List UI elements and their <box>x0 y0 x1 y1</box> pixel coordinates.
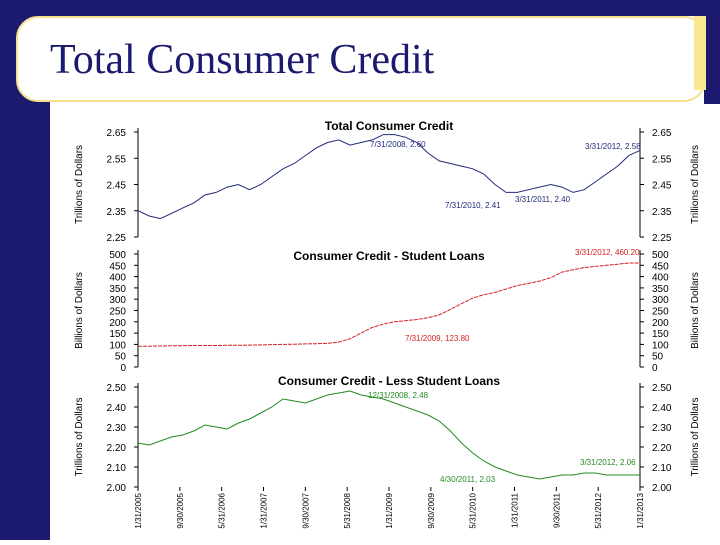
ytick-right-2-5: 2.00 <box>652 483 672 494</box>
series-line-1 <box>138 262 640 347</box>
ytick-left-0-0: 2.65 <box>107 128 127 139</box>
ytick-left-1-4: 300 <box>109 295 126 306</box>
xtick-label-1: 9/30/2005 <box>176 492 185 528</box>
xtick-label-10: 9/30/2011 <box>552 492 561 528</box>
ytick-right-0-1: 2.55 <box>652 154 672 165</box>
ytick-left-1-8: 100 <box>109 340 126 351</box>
ytick-right-1-2: 400 <box>652 273 669 284</box>
ytick-left-1-9: 50 <box>115 352 127 363</box>
ytick-right-1-3: 350 <box>652 284 669 295</box>
ytick-left-2-0: 2.50 <box>107 383 127 394</box>
ytick-right-1-9: 50 <box>652 352 664 363</box>
ytick-left-2-2: 2.30 <box>107 423 127 434</box>
xtick-label-9: 1/31/2011 <box>511 492 520 528</box>
ytick-right-1-4: 300 <box>652 295 669 306</box>
ytick-left-1-10: 0 <box>120 363 126 374</box>
ytick-right-1-7: 150 <box>652 329 669 340</box>
annotation-0-3: 3/31/2011, 2.40 <box>515 195 571 204</box>
ytick-left-0-1: 2.55 <box>107 154 127 165</box>
ytick-right-0-4: 2.25 <box>652 233 672 244</box>
ylabel-left-2: Trillions of Dollars <box>74 397 85 476</box>
ytick-left-1-0: 500 <box>109 250 126 261</box>
annotation-2-0: 12/31/2008, 2.48 <box>368 391 429 400</box>
ytick-left-0-3: 2.35 <box>107 207 127 218</box>
ylabel-right-1: Billions of Dollars <box>690 272 701 349</box>
ytick-left-2-1: 2.40 <box>107 403 127 414</box>
chart-title-2: Consumer Credit - Less Student Loans <box>278 374 500 388</box>
ytick-right-0-0: 2.65 <box>652 128 672 139</box>
ytick-left-0-2: 2.45 <box>107 181 127 192</box>
ytick-right-1-10: 0 <box>652 363 658 374</box>
ytick-right-2-2: 2.30 <box>652 423 672 434</box>
ytick-right-0-3: 2.35 <box>652 207 672 218</box>
xtick-label-8: 5/31/2010 <box>469 492 478 528</box>
series-line-2 <box>137 390 640 480</box>
ytick-right-2-1: 2.40 <box>652 403 672 414</box>
ytick-left-1-1: 450 <box>109 261 126 272</box>
charts-svg: Total Consumer Credit 2.65 2.65 2.55 2.55 2.4… <box>74 119 701 529</box>
ylabel-right-2: Trillions of Dollars <box>690 397 701 476</box>
slide-right-bar <box>704 0 720 106</box>
xtick-label-7: 9/30/2009 <box>427 492 436 528</box>
annotation-1-1: 7/31/2009, 123.80 <box>405 334 470 343</box>
ytick-right-1-8: 100 <box>652 340 669 351</box>
annotation-2-2: 3/31/2012, 2.06 <box>580 458 636 467</box>
ytick-left-1-2: 400 <box>109 273 126 284</box>
ytick-right-1-0: 500 <box>652 250 669 261</box>
xtick-label-6: 1/31/2009 <box>385 492 394 528</box>
annotation-2-1: 4/30/2011, 2.03 <box>440 475 496 484</box>
xtick-label-4: 9/30/2007 <box>301 492 310 528</box>
chart-title-1: Consumer Credit - Student Loans <box>293 249 485 263</box>
ylabel-right-0: Trillions of Dollars <box>690 145 701 224</box>
title-frame <box>16 16 706 102</box>
chart-area: Total Consumer Credit 2.65 2.65 2.55 2.55 2.4… <box>50 104 720 540</box>
ytick-right-1-1: 450 <box>652 261 669 272</box>
ytick-right-0-2: 2.45 <box>652 181 672 192</box>
xtick-label-12: 1/31/2013 <box>636 492 645 528</box>
slide-title: Total Consumer Credit <box>50 37 435 83</box>
ytick-right-2-3: 2.20 <box>652 443 672 454</box>
ytick-left-1-7: 150 <box>109 329 126 340</box>
ytick-left-0-4: 2.25 <box>107 233 127 244</box>
slide-top-bar <box>0 0 720 16</box>
ytick-right-2-0: 2.50 <box>652 383 672 394</box>
ylabel-left-1: Billions of Dollars <box>74 272 85 349</box>
ytick-right-1-5: 250 <box>652 307 669 318</box>
ytick-right-2-4: 2.10 <box>652 463 672 474</box>
ytick-left-2-3: 2.20 <box>107 443 127 454</box>
chart-title-0: Total Consumer Credit <box>325 119 453 133</box>
ytick-left-1-6: 200 <box>109 318 126 329</box>
series-line-0 <box>137 134 641 220</box>
xtick-label-3: 1/31/2007 <box>260 492 269 528</box>
xtick-label-11: 5/31/2012 <box>594 492 603 528</box>
ytick-left-2-5: 2.00 <box>107 483 127 494</box>
title-accent <box>694 16 706 90</box>
ytick-left-2-4: 2.10 <box>107 463 127 474</box>
annotation-0-2: 7/31/2010, 2.41 <box>445 201 501 210</box>
annotation-0-1: 3/31/2012, 2.58 <box>585 142 641 151</box>
ytick-left-1-5: 250 <box>109 307 126 318</box>
xtick-label-0: 1/31/2005 <box>134 492 143 528</box>
ytick-left-1-3: 350 <box>109 284 126 295</box>
ylabel-left-0: Trillions of Dollars <box>74 145 85 224</box>
annotation-0-0: 7/31/2008, 2.60 <box>370 140 426 149</box>
xtick-label-5: 5/31/2008 <box>343 492 352 528</box>
annotation-1-0: 3/31/2012, 460.20 <box>575 248 640 257</box>
ytick-right-1-6: 200 <box>652 318 669 329</box>
xtick-label-2: 5/31/2006 <box>218 492 227 528</box>
